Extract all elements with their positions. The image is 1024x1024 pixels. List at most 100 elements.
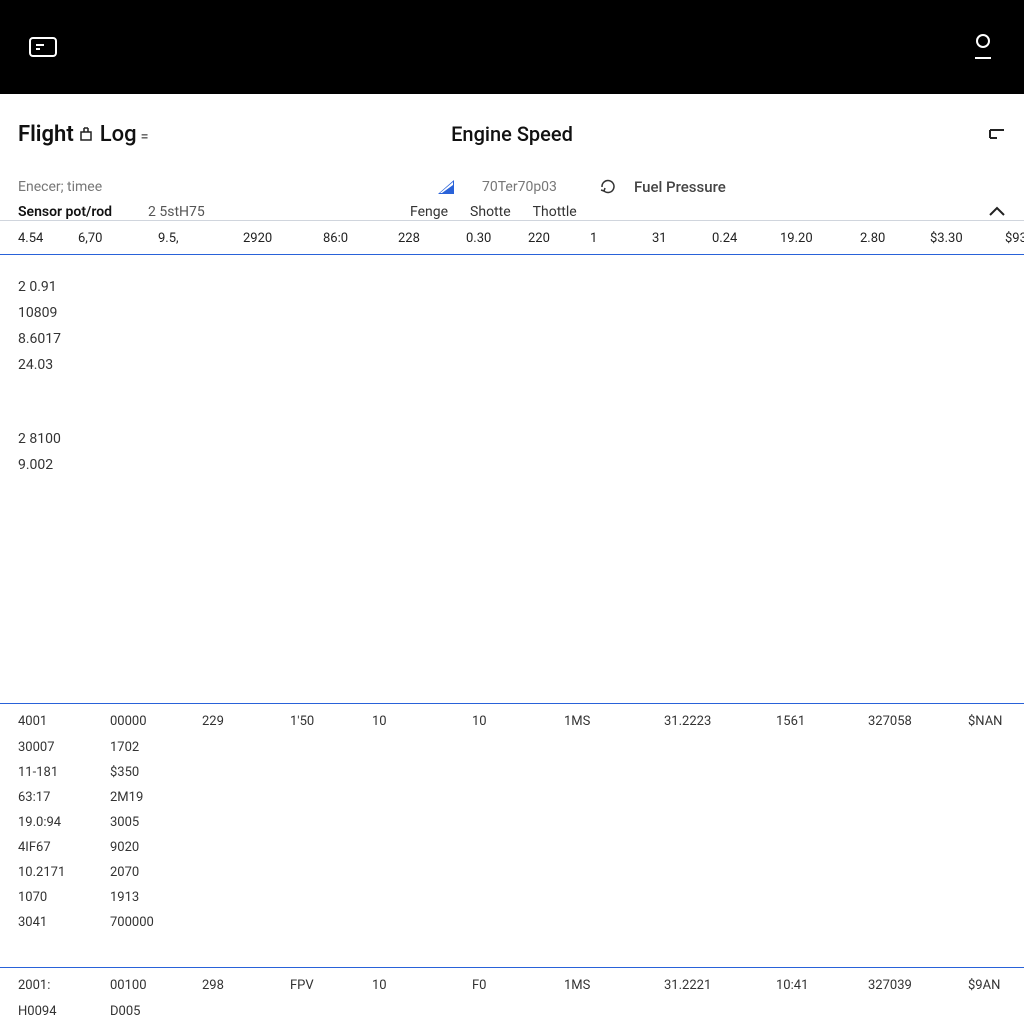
col-h-10: 0.24 [712,231,780,246]
table-row: 30007 1702 [0,735,1024,760]
cell: $NAN [968,714,1024,729]
cell: 298 [202,978,290,993]
cell: 3005 [110,815,202,830]
section-title: Engine Speed [451,122,573,146]
table-row: 3041 700000 [0,910,1024,935]
tab-fenge[interactable]: Fenge [410,204,448,220]
col-h-3: 2920 [243,231,323,246]
chevron-up-icon[interactable] [988,206,1006,218]
topbar [0,0,1024,94]
sensor-period-value: 2 5stH75 [148,204,205,220]
col-h-6: 0.30 [466,231,528,246]
col-h-13: $3.30 [930,231,1005,246]
cell: 1702 [110,740,202,755]
cell: $9AN [968,978,1024,993]
tab-thottle[interactable]: Thottle [533,204,577,220]
table-row: 19.0:94 3005 [0,810,1024,835]
cell: 1913 [110,890,202,905]
cell: 1070 [18,890,110,905]
cell: 2M19 [110,790,202,805]
cell: 11-181 [18,765,110,780]
col-h-11: 19.20 [780,231,860,246]
tabs: Fenge Shotte Thottle [410,204,577,220]
cell: 10:41 [776,978,868,993]
y-label: 24.03 [18,357,1006,373]
cell: 1'50 [290,714,372,729]
header-sensor-row: Sensor pot/rod 2 5stH75 Fenge Shotte Tho… [18,204,1006,220]
table-row: 10.2171 2070 [0,860,1024,885]
y-label: 2 0.91 [18,279,1006,295]
col-h-9: 31 [652,231,712,246]
cell: 327039 [868,978,968,993]
cell: 1MS [564,714,664,729]
y-label: 10809 [18,305,1006,321]
cell: FPV [290,978,372,993]
refresh-icon[interactable] [600,179,616,195]
cell: 30007 [18,740,110,755]
cell: 10 [372,978,472,993]
cell: 19.0:94 [18,815,110,830]
user-search-icon[interactable] [970,32,996,62]
signal-icon [438,180,454,194]
col-h-12: 2.80 [860,231,930,246]
cell: H0094 [18,1004,110,1019]
col-h-2: 9.5, [158,231,243,246]
table-2-header: 2001: 00100 298 FPV 10 F0 1MS 31.2221 10… [0,968,1024,999]
menu-card-icon[interactable] [28,35,58,59]
tab-shotte[interactable]: Shotte [470,204,511,220]
cell: 4IF67 [18,840,110,855]
title-suffix: = [141,129,149,145]
col-h-5: 228 [398,231,466,246]
data-table-2: 2001: 00100 298 FPV 10 F0 1MS 31.2221 10… [0,961,1024,1024]
meta-value-1: 70Ter70p03 [482,179,572,195]
column-headers: 4.54 6,70 9.5, 2920 86:0 228 0.30 220 1 … [0,221,1024,255]
cell: 10.2171 [18,865,110,880]
cell: 229 [202,714,290,729]
y-label: 9.002 [18,457,1006,473]
sensor-period-label: Sensor pot/rod [18,204,112,220]
cell: 327058 [868,714,968,729]
col-h-4: 86:0 [323,231,398,246]
table-row: 63:17 2M19 [0,785,1024,810]
cell: 2001: [18,978,110,993]
cell: 00000 [110,714,202,729]
cell: 1561 [776,714,868,729]
header-title-row: Flight Log = Engine Speed [18,112,1006,156]
data-table-1: 4001 00000 229 1'50 10 10 1MS 31.2223 15… [0,703,1024,939]
cell: D005 [110,1004,202,1019]
cell: 10 [472,714,564,729]
cell: 00100 [110,978,202,993]
header-meta-row: Enecer; timee 70Ter70p03 [18,178,1006,196]
cell: 2070 [110,865,202,880]
page-title: Flight Log = [18,122,148,147]
col-h-1: 6,70 [78,231,158,246]
cell: 10 [372,714,472,729]
fuel-pressure-label: Fuel Pressure [634,178,726,196]
cell: F0 [472,978,564,993]
cell: 63:17 [18,790,110,805]
elapsed-time-label: Enecer; timee [18,179,102,195]
header: Flight Log = Engine Speed Enecer; timee [0,94,1024,221]
col-h-0: 4.54 [18,231,78,246]
table-row: 1070 1913 [0,885,1024,910]
y-label: 2 8100 [18,431,1006,447]
cell: 31.2223 [664,714,776,729]
chart-area [0,473,1024,703]
cell: 1MS [564,978,664,993]
col-h-7: 220 [528,231,590,246]
table-row: 11-181 $350 [0,760,1024,785]
cell: 9020 [110,840,202,855]
panel-icon[interactable] [988,127,1006,141]
y-label: 8.6017 [18,331,1006,347]
cell: 4001 [18,714,110,729]
cell: 31.2221 [664,978,776,993]
table-1-header: 4001 00000 229 1'50 10 10 1MS 31.2223 15… [0,704,1024,735]
y-axis-labels: 2 0.91 10809 8.6017 24.03 2 8100 9.002 [0,255,1024,473]
table-row: H0094 D005 [0,999,1024,1024]
log-icon [78,125,96,143]
table-row: 4IF67 9020 [0,835,1024,860]
title-word-2: Log [100,122,137,147]
col-h-8: 1 [590,231,652,246]
col-h-14: $93 [1005,231,1024,246]
title-word-1: Flight [18,122,74,147]
